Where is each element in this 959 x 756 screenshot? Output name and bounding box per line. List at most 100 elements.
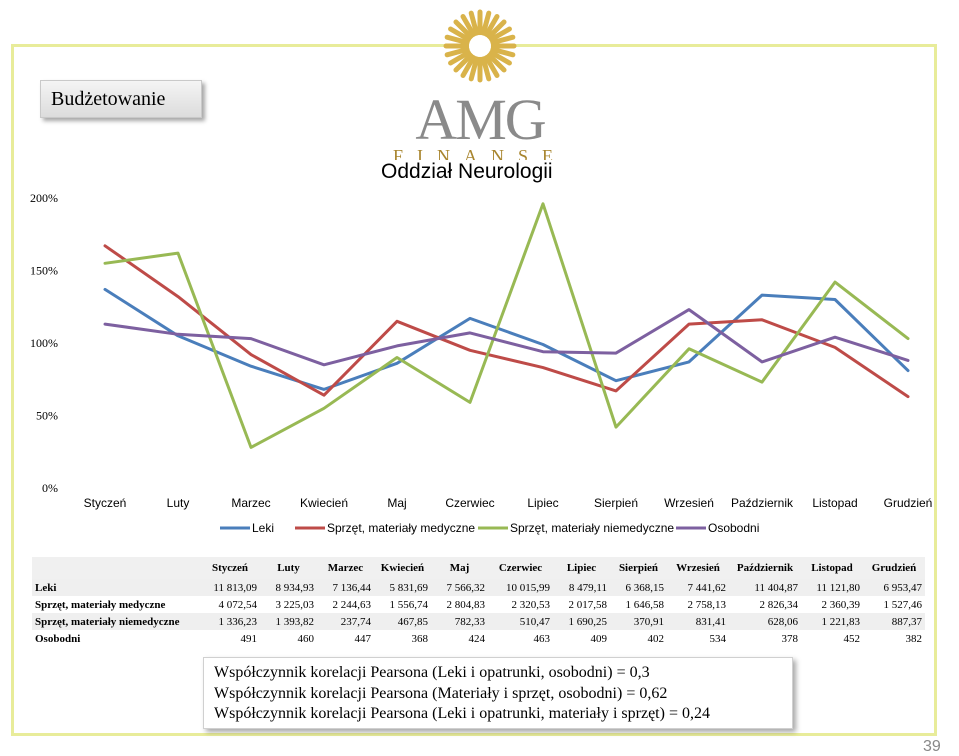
table-cell: 510,47 <box>488 613 553 630</box>
series-line <box>103 244 910 399</box>
x-tick-label: Maj <box>387 496 406 510</box>
table-cell: 534 <box>667 630 729 647</box>
row-label: Osobodni <box>32 630 200 647</box>
amg-finanse-logo: AMG FINANSE <box>380 6 580 166</box>
table-header-cell: Luty <box>260 557 317 579</box>
y-tick-label: 0% <box>42 481 58 495</box>
table-header-cell: Listopad <box>801 557 863 579</box>
table-cell: 491 <box>200 630 260 647</box>
x-axis-ticks: Styczeń Luty Marzec Kwiecień Maj Czerwiec Lipi… <box>84 496 933 510</box>
table-cell: 1 221,83 <box>801 613 863 630</box>
table-cell: 4 072,54 <box>200 596 260 613</box>
table-cell: 628,06 <box>729 613 801 630</box>
row-label: Leki <box>32 579 200 596</box>
chart-title: Oddział Neurologii <box>380 160 554 184</box>
table-cell: 378 <box>729 630 801 647</box>
row-label: Sprzęt, materiały niemedyczne <box>32 613 200 630</box>
table-header-cell: Grudzień <box>863 557 925 579</box>
slide-title: Budżetowanie <box>40 80 202 118</box>
legend-label: Sprzęt, materiały niemedyczne <box>510 521 674 535</box>
table-cell: 2 804,83 <box>431 596 488 613</box>
table-cell: 1 646,58 <box>610 596 667 613</box>
table-cell: 5 831,69 <box>374 579 431 596</box>
table-cell: 370,91 <box>610 613 667 630</box>
table-header-cell: Marzec <box>317 557 374 579</box>
x-tick-label: Wrzesień <box>664 496 714 510</box>
table-cell: 463 <box>488 630 553 647</box>
legend: Leki Sprzęt, materiały medyczne Sprzęt, ma… <box>220 521 759 535</box>
table-cell: 7 441,62 <box>667 579 729 596</box>
table-cell: 782,33 <box>431 613 488 630</box>
table-cell: 452 <box>801 630 863 647</box>
correlation-line: Współczynnik korelacji Pearsona (Materia… <box>214 684 668 702</box>
table-cell: 11 121,80 <box>801 579 863 596</box>
x-tick-label: Kwiecień <box>300 496 348 510</box>
table-cell: 7 566,32 <box>431 579 488 596</box>
table-row: Osobodni 491 460 447 368 424 463 409 402 534 378 45… <box>32 630 925 647</box>
table-header-cell: Maj <box>431 557 488 579</box>
legend-item: Osobodni <box>676 521 759 535</box>
table-cell: 1 527,46 <box>863 596 925 613</box>
x-tick-label: Styczeń <box>84 496 127 510</box>
table-cell: 6 368,15 <box>610 579 667 596</box>
table-cell: 1 556,74 <box>374 596 431 613</box>
table-cell: 237,74 <box>317 613 374 630</box>
legend-label: Leki <box>252 521 274 535</box>
y-tick-label: 200% <box>30 191 58 205</box>
correlation-line: Współczynnik korelacji Pearsona (Leki i … <box>214 664 650 681</box>
table-cell: 2 320,53 <box>488 596 553 613</box>
x-tick-label: Grudzień <box>884 496 933 510</box>
legend-item: Leki <box>220 521 274 535</box>
budget-table: Styczeń Luty Marzec Kwiecień Maj Czerwiec Lipi… <box>32 557 925 647</box>
table-cell: 409 <box>553 630 610 647</box>
table-cell: 2 244,63 <box>317 596 374 613</box>
table-row: Sprzęt, materiały niemedyczne 1 336,23 1 3… <box>32 613 925 630</box>
series-lines <box>103 202 910 449</box>
series-line <box>103 287 910 391</box>
table-corner-cell <box>32 557 200 579</box>
table-cell: 11 404,87 <box>729 579 801 596</box>
table-cell: 382 <box>863 630 925 647</box>
logo-sunburst-icon <box>443 9 517 83</box>
table-cell: 6 953,47 <box>863 579 925 596</box>
x-tick-label: Czerwiec <box>445 496 494 510</box>
series-line <box>103 202 910 449</box>
table-cell: 2 758,13 <box>667 596 729 613</box>
table-cell: 831,41 <box>667 613 729 630</box>
table-cell: 368 <box>374 630 431 647</box>
table-body: Leki 11 813,09 8 934,93 7 136,44 5 831,69 7 5… <box>32 579 925 647</box>
table-cell: 467,85 <box>374 613 431 630</box>
x-tick-label: Listopad <box>812 496 857 510</box>
page-number: 39 <box>923 738 941 755</box>
table-row: Leki 11 813,09 8 934,93 7 136,44 5 831,69 7 5… <box>32 579 925 596</box>
table-cell: 1 690,25 <box>553 613 610 630</box>
table-header-cell: Kwiecień <box>374 557 431 579</box>
table-header-cell: Październik <box>729 557 801 579</box>
legend-item: Sprzęt, materiały medyczne <box>295 521 475 535</box>
series-line <box>103 308 910 367</box>
row-label: Sprzęt, materiały medyczne <box>32 596 200 613</box>
table-header-cell: Styczeń <box>200 557 260 579</box>
table-row: Sprzęt, materiały medyczne 4 072,54 3 225,… <box>32 596 925 613</box>
line-chart: 0% 50% 100% 150% 200% Styczeń Luty Marzec Kwiec… <box>30 191 933 535</box>
table-cell: 2 826,34 <box>729 596 801 613</box>
legend-label: Sprzęt, materiały medyczne <box>327 521 475 535</box>
table-cell: 424 <box>431 630 488 647</box>
legend-label: Osobodni <box>708 521 759 535</box>
table-header-cell: Lipiec <box>553 557 610 579</box>
table-cell: 1 336,23 <box>200 613 260 630</box>
y-tick-label: 100% <box>30 336 58 350</box>
table-cell: 447 <box>317 630 374 647</box>
table-cell: 3 225,03 <box>260 596 317 613</box>
correlation-line: Współczynnik korelacji Pearsona (Leki i … <box>214 705 710 722</box>
table-header-cell: Czerwiec <box>488 557 553 579</box>
correlation-box: Współczynnik korelacji Pearsona (Leki i … <box>203 657 793 729</box>
table-cell: 11 813,09 <box>200 579 260 596</box>
x-tick-label: Sierpień <box>594 496 638 510</box>
y-axis-ticks: 0% 50% 100% 150% 200% <box>30 191 58 495</box>
x-tick-label: Październik <box>731 496 794 510</box>
table-cell: 887,37 <box>863 613 925 630</box>
x-tick-label: Lipiec <box>527 496 558 510</box>
table-header-cell: Sierpień <box>610 557 667 579</box>
y-tick-label: 150% <box>30 264 58 278</box>
